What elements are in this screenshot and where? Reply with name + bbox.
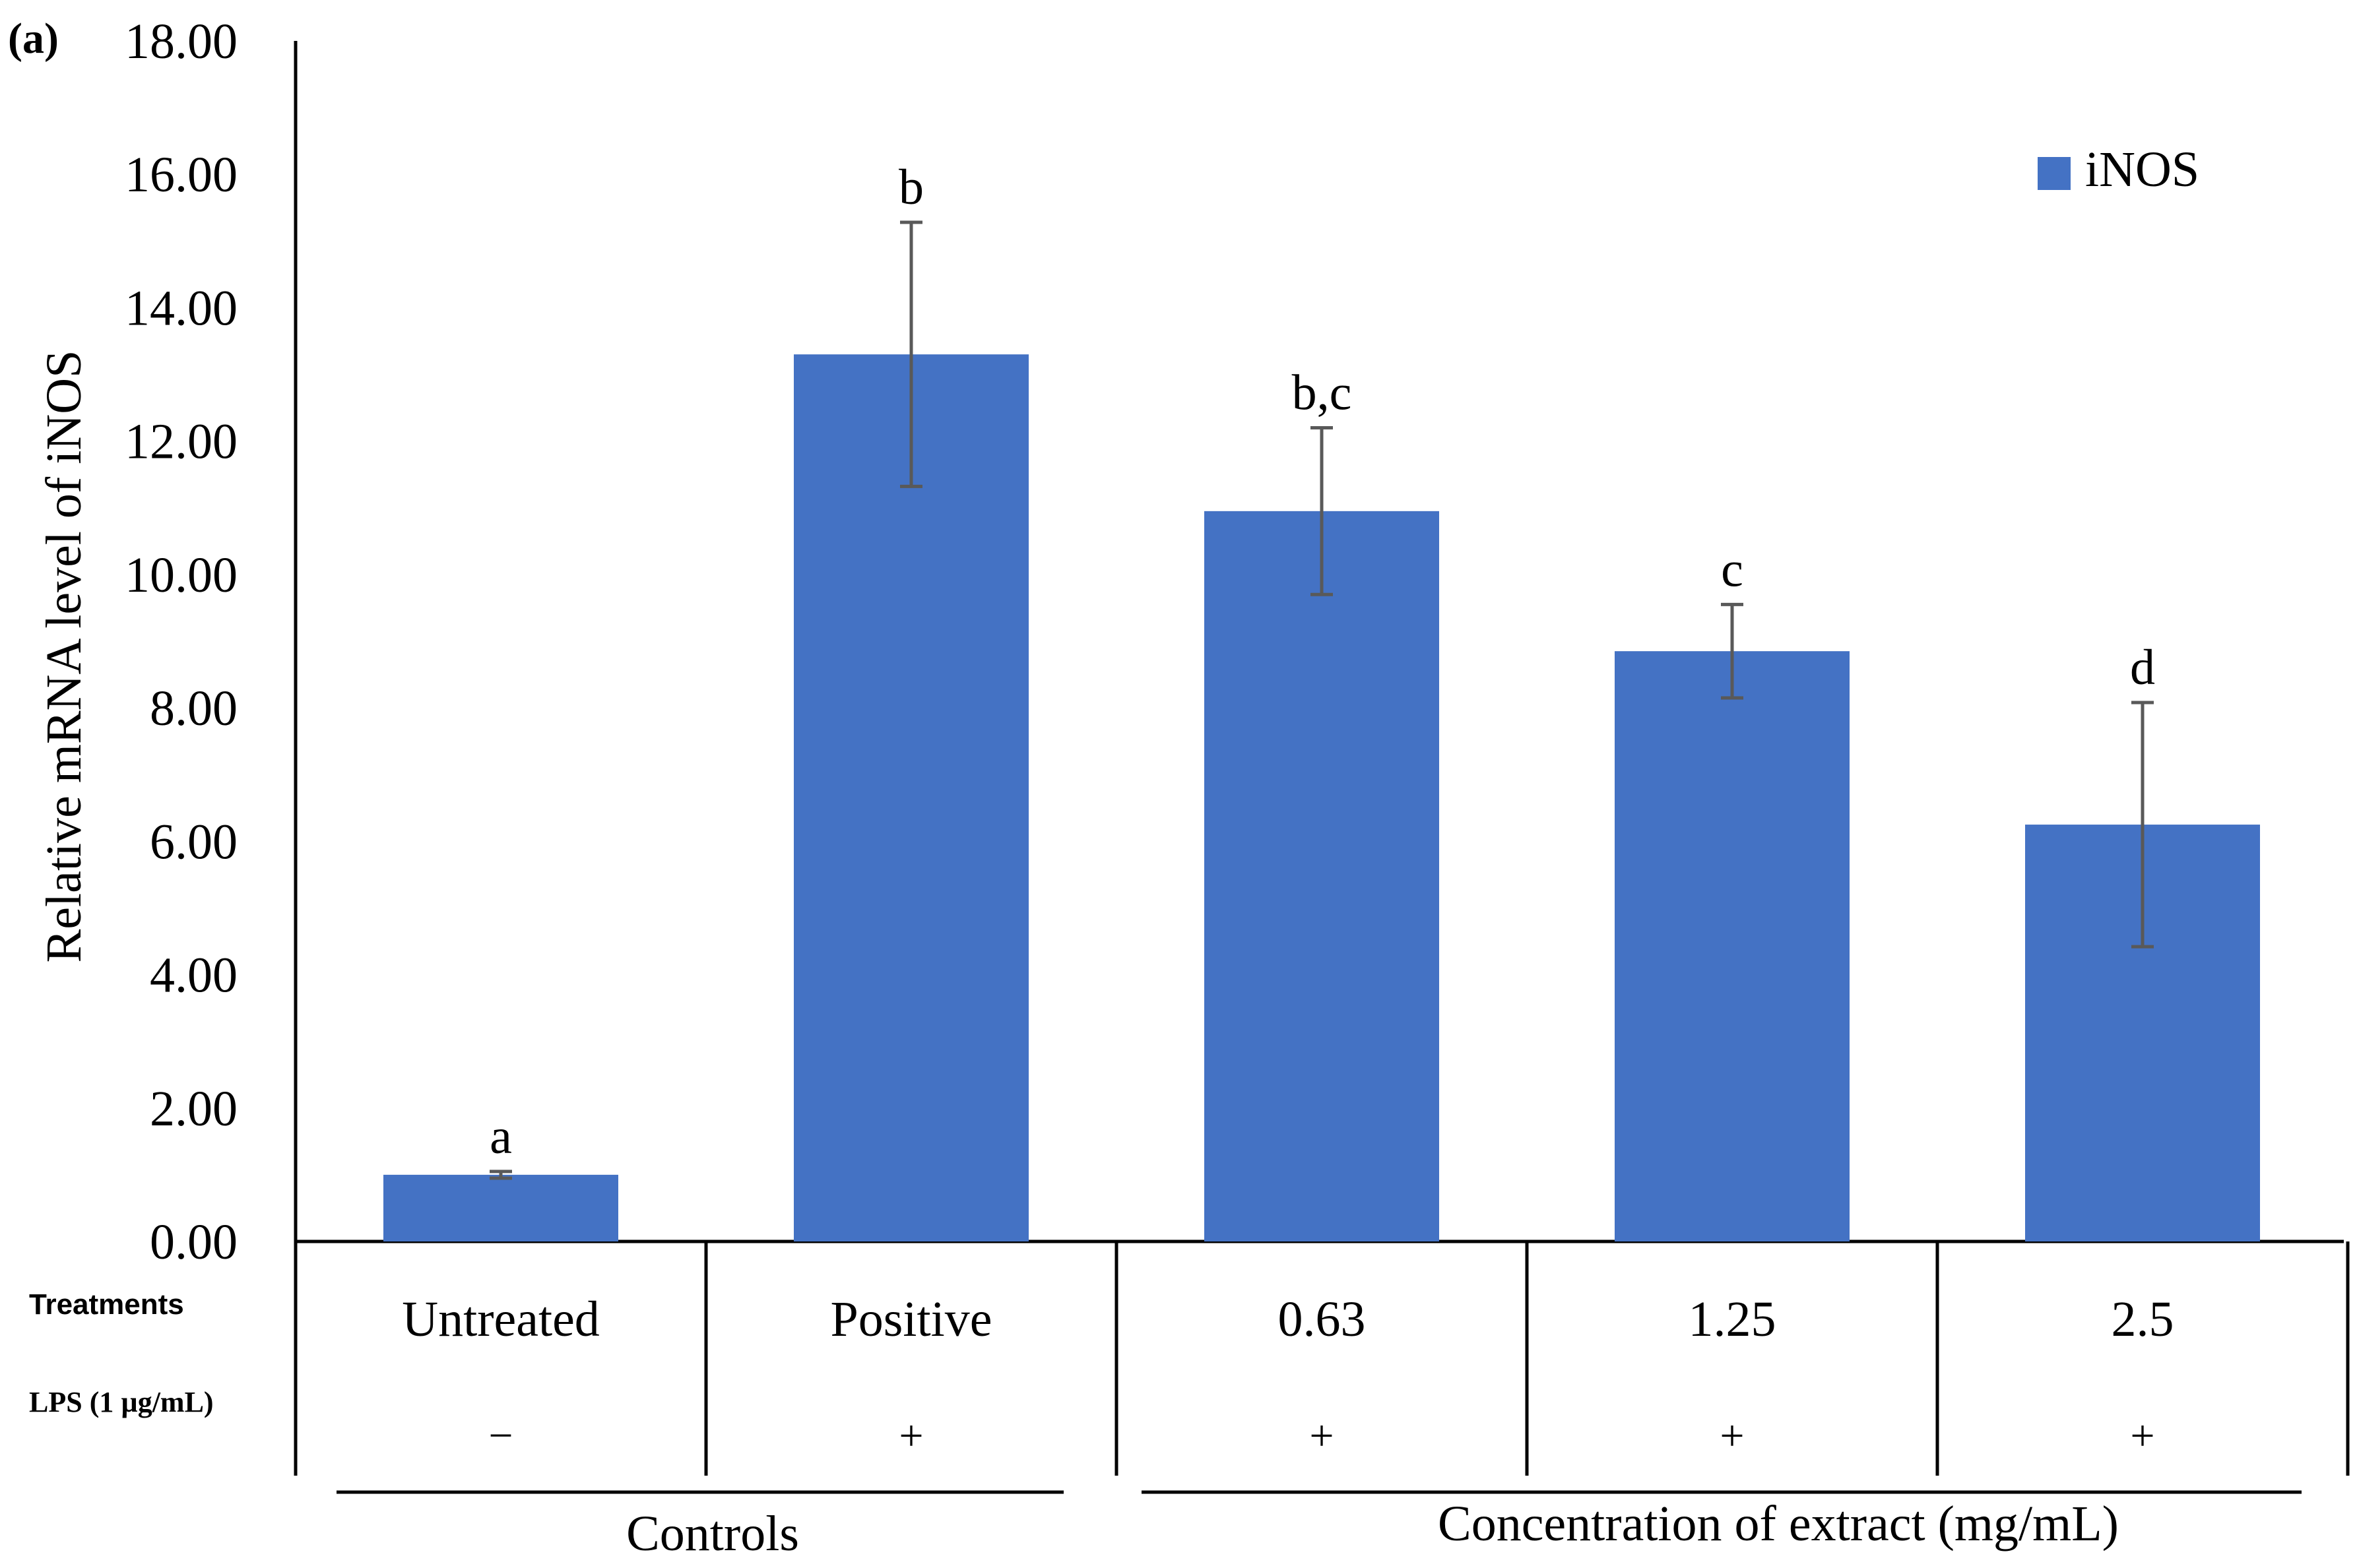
labels-layer: a b b,c c d <box>490 160 2155 1164</box>
panel-label-letter: a <box>22 15 44 63</box>
legend: iNOS <box>2038 142 2199 197</box>
bar <box>1615 651 1850 1241</box>
lps-indicator: + <box>899 1412 923 1460</box>
bars-layer <box>383 354 2260 1242</box>
y-tick-label: 12.00 <box>125 414 238 470</box>
group-label-controls: Controls <box>626 1506 799 1561</box>
y-tick-label: 6.00 <box>150 814 238 869</box>
significance-letter: d <box>2130 640 2155 695</box>
y-tick-label: 18.00 <box>125 14 238 69</box>
y-tick-label: 10.00 <box>125 548 238 603</box>
row-label-treatments: Treatments <box>29 1288 184 1321</box>
category-label: 2.5 <box>2112 1292 2174 1347</box>
panel-label: (a) <box>8 15 59 63</box>
category-label: Untreated <box>402 1292 600 1347</box>
row-label-lps: LPS (1 µg/mL) <box>29 1386 214 1418</box>
category-label: Positive <box>831 1292 992 1347</box>
bar <box>1204 511 1439 1242</box>
significance-letter: b,c <box>1292 365 1352 420</box>
lps-indicator: + <box>1720 1412 1744 1460</box>
lps-indicator: − <box>488 1412 513 1460</box>
y-tick-label: 4.00 <box>150 948 238 1003</box>
lps-indicator: + <box>2130 1412 2154 1460</box>
error-bars-layer <box>490 220 2154 1180</box>
axes-layer: 0.00 2.00 4.00 6.00 8.00 10.00 12.00 14.00 16.00… <box>125 14 2344 1476</box>
y-tick-label: 16.00 <box>125 147 238 203</box>
bar <box>794 354 1029 1242</box>
category-table-layer: Untreated − Positive +0.63 +1.25 +2.5 + <box>337 1241 2350 1494</box>
y-tick-label: 0.00 <box>150 1214 238 1270</box>
y-tick-label: 14.00 <box>125 280 238 336</box>
significance-letter: b <box>899 160 924 215</box>
legend-swatch <box>2038 157 2071 190</box>
significance-letter: c <box>1721 542 1743 597</box>
group-label-concentration: Concentration of extract (mg/mL) <box>1438 1496 2119 1552</box>
category-label: 0.63 <box>1278 1292 1366 1347</box>
y-tick-label: 2.00 <box>150 1081 238 1137</box>
category-label: 1.25 <box>1689 1292 1776 1347</box>
y-tick-label: 8.00 <box>150 681 238 736</box>
bar <box>383 1174 618 1241</box>
legend-label: iNOS <box>2085 142 2199 197</box>
y-axis-label: Relative mRNA level of iNOS <box>36 350 92 963</box>
significance-letter: a <box>490 1109 512 1164</box>
lps-indicator: + <box>1309 1412 1334 1460</box>
